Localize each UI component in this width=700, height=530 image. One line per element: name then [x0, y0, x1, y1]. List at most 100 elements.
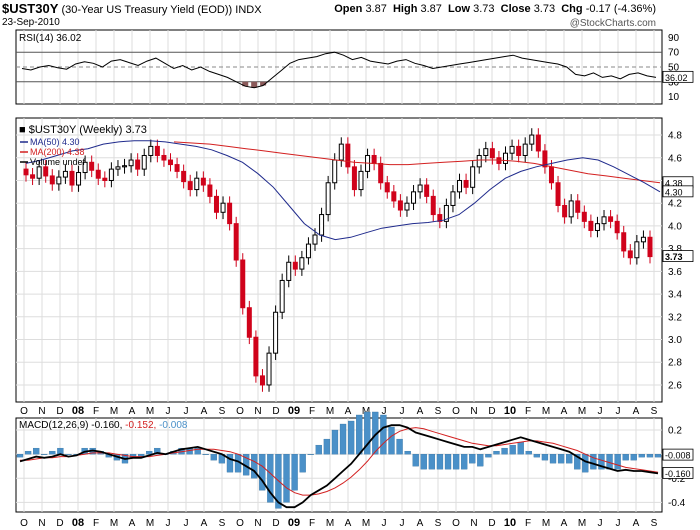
x-tick-label: F	[525, 518, 531, 529]
candle-body	[489, 148, 495, 159]
candle-body	[305, 243, 311, 259]
macd-hist-bar	[525, 450, 532, 455]
x-tick-label: A	[417, 406, 424, 417]
candle-body	[56, 176, 62, 185]
macd-hist-bar	[549, 454, 557, 464]
candle-body	[62, 170, 68, 178]
x-tick-label: F	[309, 406, 315, 417]
high-label: High	[392, 3, 418, 15]
ma200-line	[173, 141, 661, 184]
x-tick-label: D	[488, 518, 495, 529]
price-tick-label: 4.0	[668, 221, 682, 232]
candle-body	[535, 134, 541, 152]
price-tag: 4.38	[665, 178, 683, 188]
candle-body	[424, 184, 430, 197]
candle-body	[259, 375, 265, 386]
candle-body	[384, 182, 390, 193]
candle-body	[135, 159, 141, 170]
macd-hist-bar	[307, 454, 314, 455]
candle-body	[351, 166, 357, 191]
candle-body	[95, 169, 101, 179]
candle-body	[509, 145, 515, 154]
macd-hist-bar	[622, 454, 629, 461]
chg-label: Chg	[561, 3, 583, 15]
macd-hist-bar	[444, 454, 452, 470]
price-tick-label: 3.6	[668, 267, 682, 278]
rsi-tick-label: 10	[668, 92, 680, 103]
candle-body	[338, 143, 344, 161]
x-tick-label: O	[20, 406, 28, 417]
open-value: 3.87	[365, 3, 387, 15]
macd-hist-bar	[202, 454, 209, 455]
x-tick-label: N	[254, 406, 261, 417]
candle-body	[575, 200, 581, 213]
macd-hist-bar	[493, 450, 500, 455]
x-tick-label: A	[201, 518, 208, 529]
macd-hist-bar	[380, 414, 387, 455]
macd-hist-bar	[41, 454, 48, 455]
candle-body	[621, 232, 627, 252]
macd-hist-bar	[267, 454, 274, 503]
rsi-oversold-fill	[260, 81, 267, 86]
macd-hist-bar	[226, 454, 234, 473]
x-tick-label: M	[326, 518, 334, 529]
x-tick-label: M	[326, 406, 334, 417]
candle-body	[443, 204, 449, 222]
macd-hist-bar	[501, 447, 508, 455]
candle-body	[634, 241, 640, 259]
x-tick-label: A	[561, 406, 568, 417]
candle-body	[273, 311, 279, 354]
candle-body	[194, 177, 200, 191]
candle-body	[292, 261, 298, 270]
candle-body	[213, 195, 219, 213]
macd-hist-bar	[477, 454, 484, 467]
candle-body	[397, 200, 403, 211]
price-tick-label: 2.6	[668, 380, 682, 391]
price-tag: 3.73	[665, 252, 683, 262]
macd-hist-bar	[452, 454, 460, 470]
x-tick-label: A	[201, 406, 208, 417]
macd-hist-bar	[251, 454, 258, 479]
x-tick-label: O	[236, 518, 244, 529]
x-tick-label: F	[309, 518, 315, 529]
macd-hist-bar	[146, 450, 153, 455]
macd-tick-label: 0.2	[668, 426, 682, 437]
x-tick-label: J	[400, 518, 405, 529]
x-tick-label: M	[110, 518, 118, 529]
candle-body	[555, 182, 561, 206]
candle-body	[568, 200, 574, 218]
candle-body	[614, 220, 620, 234]
price-tick-label: 3.8	[668, 244, 682, 255]
candle-body	[108, 168, 114, 181]
x-tick-label: J	[166, 406, 171, 417]
candle-body	[246, 307, 252, 338]
x-tick-label: M	[542, 518, 550, 529]
macd-hist-bar	[315, 444, 322, 455]
x-tick-label: J	[400, 406, 405, 417]
candle-body	[233, 223, 239, 261]
rsi-tick-label: 90	[668, 33, 680, 44]
rsi-label: RSI(14) 36.02	[19, 33, 82, 44]
macd-hist-bar	[194, 447, 201, 455]
x-tick-label: D	[272, 518, 279, 529]
chart-header-title: $UST30Y (30-Year US Treasury Yield (EOD)…	[2, 1, 262, 16]
macd-hist-bar	[347, 420, 355, 455]
macd-hist-bar	[299, 454, 306, 473]
x-tick-label: O	[20, 518, 28, 529]
x-tick-label: F	[525, 406, 531, 417]
macd-hist-bar	[364, 411, 371, 455]
candle-body	[640, 236, 646, 243]
x-tick-label: A	[633, 518, 640, 529]
macd-hist-bar	[65, 454, 72, 455]
x-tick-label: A	[129, 518, 136, 529]
macd-hist-bar	[396, 438, 403, 455]
high-value: 3.87	[420, 3, 442, 15]
macd-hist-bar	[469, 454, 476, 464]
candle-body	[76, 172, 82, 186]
x-tick-label: J	[616, 406, 621, 417]
candle-body	[299, 257, 305, 270]
candle-body	[404, 202, 410, 211]
x-tick-label: J	[382, 406, 387, 417]
rsi-line	[21, 51, 657, 89]
x-tick-label: O	[452, 518, 460, 529]
